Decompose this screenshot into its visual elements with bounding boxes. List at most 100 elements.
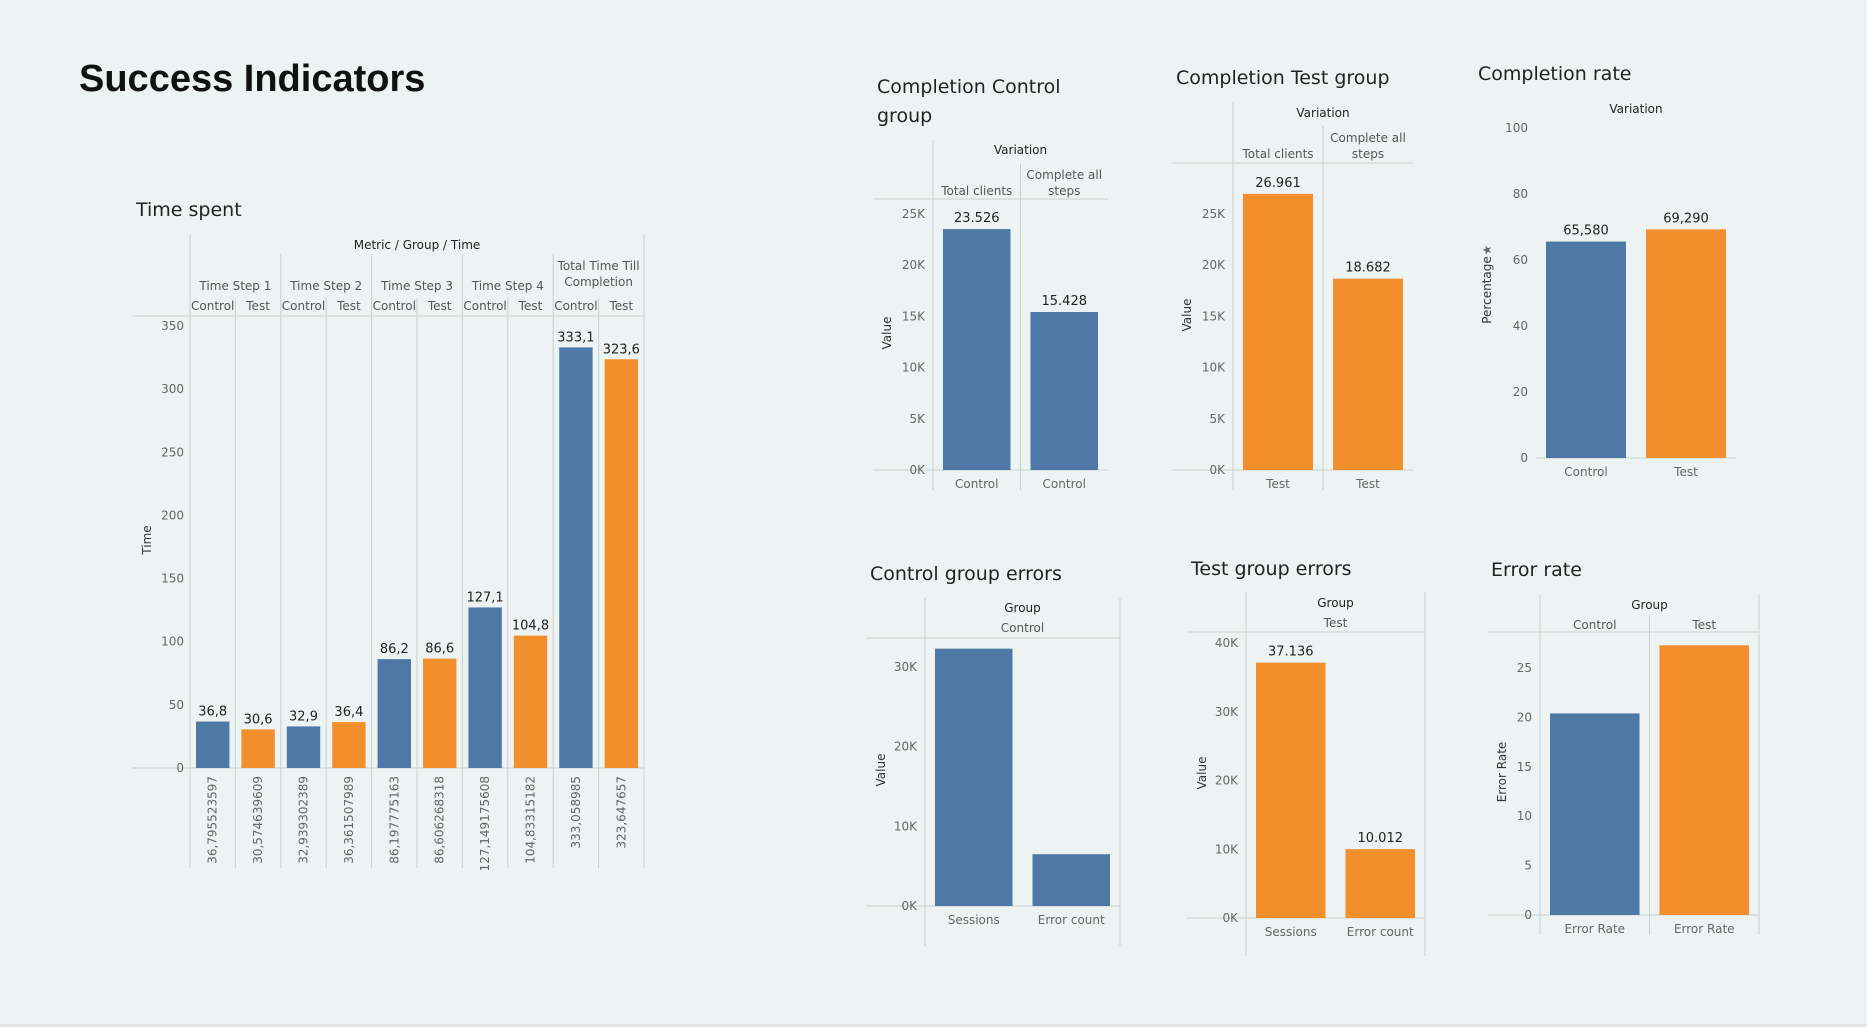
bar-value-label: 323,6 <box>603 342 640 357</box>
x-tick-label: Error Rate <box>1674 922 1735 936</box>
y-axis-label: Value <box>874 754 888 787</box>
y-tick-label: 20 <box>1513 385 1528 399</box>
subheader-label: Test <box>1323 616 1348 630</box>
x-tick-label: Test <box>1673 465 1698 479</box>
x-tick-label: Sessions <box>1265 925 1317 939</box>
chart-title: Time spent <box>136 199 242 221</box>
y-tick-label: 0 <box>1524 908 1532 922</box>
y-tick-label: 40K <box>1215 636 1239 650</box>
y-tick-label: 200 <box>161 508 184 522</box>
page-title: Success Indicators <box>79 58 426 100</box>
y-tick-label: 20K <box>894 740 918 754</box>
bar-value-label: 65,580 <box>1563 224 1609 239</box>
bar-raw-value-label: 323,647657 <box>614 776 628 849</box>
bar-raw-value-label: 127,149175608 <box>478 776 492 871</box>
y-tick-label: 15K <box>902 309 926 323</box>
bar <box>1646 229 1726 458</box>
bar <box>377 659 411 768</box>
y-tick-label: 10K <box>902 361 926 375</box>
group-header: Time Step 3 <box>380 279 453 293</box>
group-header: Time Step 4 <box>471 279 544 293</box>
bar-value-label: 32,9 <box>289 709 318 724</box>
chart-title: Completion Control group <box>877 76 1061 127</box>
bar <box>286 726 321 768</box>
header-label: Variation <box>1609 102 1662 116</box>
bar-value-label: 30,6 <box>244 712 273 727</box>
y-tick-label: 10 <box>1517 809 1532 823</box>
y-tick-label: 25K <box>1202 207 1226 221</box>
bar-raw-value-label: 86,606268318 <box>433 776 447 864</box>
bottom-scrollbar-track <box>0 1024 1867 1027</box>
bar-value-label: 104,8 <box>512 619 549 634</box>
x-tick-label: Error count <box>1347 925 1414 939</box>
bar-value-label: 36,4 <box>334 705 363 720</box>
bar <box>1345 849 1415 918</box>
chart-title: Test group errors <box>1191 558 1352 580</box>
bar <box>241 729 275 768</box>
bar-value-label: 127,1 <box>466 590 503 605</box>
bar <box>196 721 230 768</box>
subgroup-header: Test <box>245 299 270 313</box>
column-header: steps <box>1352 147 1384 161</box>
x-tick-label: Sessions <box>948 913 1000 927</box>
bar <box>1333 278 1403 470</box>
group-header: Completion <box>564 275 633 289</box>
y-tick-label: 100 <box>161 635 184 649</box>
bar-raw-value-label: 86,197775163 <box>387 776 401 864</box>
y-tick-label: 50 <box>169 698 184 712</box>
column-header: Complete all <box>1026 168 1102 182</box>
x-tick-label: Control <box>1564 465 1607 479</box>
bar-raw-value-label: 104,83315182 <box>524 776 538 864</box>
bar-value-label: 69,290 <box>1663 211 1709 226</box>
column-header: steps <box>1048 184 1080 198</box>
x-tick-label: Test <box>1265 477 1290 491</box>
column-header: Test <box>1691 618 1716 632</box>
bar <box>332 722 366 768</box>
subgroup-header: Control <box>373 299 416 313</box>
y-tick-label: 10K <box>1215 842 1239 856</box>
column-header: Complete all <box>1330 131 1406 145</box>
bar <box>1550 713 1640 915</box>
y-tick-label: 0 <box>1520 451 1528 465</box>
y-tick-label: 0K <box>901 899 918 913</box>
bar <box>935 648 1013 906</box>
group-header: Time Step 2 <box>289 279 362 293</box>
y-tick-label: 20K <box>902 258 926 272</box>
bar-raw-value-label: 333,058985 <box>569 776 583 849</box>
y-tick-label: 300 <box>161 382 184 396</box>
bar-raw-value-label: 36,795523597 <box>206 776 220 864</box>
subgroup-header: Test <box>336 299 361 313</box>
bar-raw-value-label: 32,939302389 <box>297 776 311 864</box>
bar-raw-value-label: 36,361507989 <box>342 776 356 864</box>
x-tick-label: Error count <box>1038 913 1105 927</box>
bar-value-label: 18.682 <box>1345 261 1391 276</box>
y-tick-label: 10K <box>894 819 918 833</box>
y-tick-label: 25 <box>1517 661 1532 675</box>
bar <box>1243 193 1313 470</box>
bar-value-label: 10.012 <box>1358 831 1404 846</box>
y-tick-label: 30K <box>894 660 918 674</box>
header-label: Group <box>1004 601 1041 615</box>
subgroup-header: Control <box>554 299 597 313</box>
bar-value-label: 23.526 <box>954 211 1000 226</box>
x-tick-label: Error Rate <box>1564 922 1625 936</box>
y-tick-label: 150 <box>161 572 184 586</box>
y-tick-label: 20K <box>1202 258 1226 272</box>
header-label: Variation <box>1296 106 1349 120</box>
bar-raw-value-label: 30,574639609 <box>251 776 265 864</box>
bar <box>943 229 1011 470</box>
bar-value-label: 86,2 <box>380 642 409 657</box>
y-axis-label: Percentage <box>1480 256 1494 324</box>
y-tick-label: 80 <box>1513 187 1528 201</box>
y-axis-label: Time <box>140 525 154 555</box>
chart-title: Completion rate <box>1478 63 1632 85</box>
pin-icon: ★ <box>1480 245 1494 256</box>
y-tick-label: 5 <box>1524 859 1532 873</box>
y-tick-label: 250 <box>161 445 184 459</box>
bar <box>1659 645 1749 915</box>
bar-value-label: 36,8 <box>198 705 227 720</box>
y-tick-label: 100 <box>1505 121 1528 135</box>
y-tick-label: 350 <box>161 319 184 333</box>
y-tick-label: 5K <box>1209 412 1226 426</box>
x-tick-label: Test <box>1355 477 1380 491</box>
